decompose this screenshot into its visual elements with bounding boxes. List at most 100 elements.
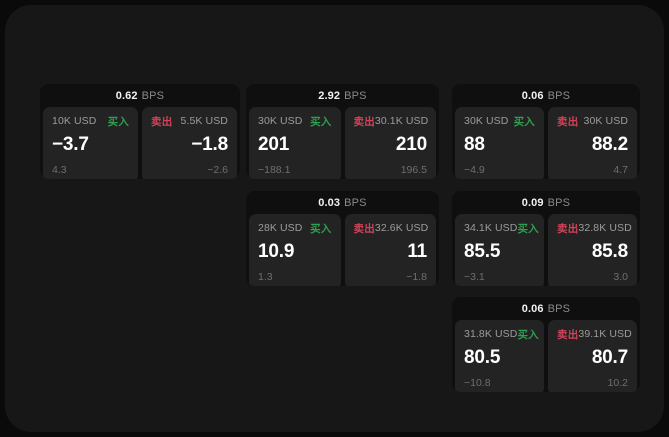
- bps-value: 0.06: [521, 89, 544, 102]
- sell-sub-value: −2.6: [207, 164, 228, 176]
- buy-tag: 买入: [517, 222, 539, 235]
- sell-price: 210: [395, 134, 427, 155]
- sell-tag: 卖出: [557, 115, 579, 128]
- buy-panel-top: 34.1K USD 买入: [464, 221, 539, 235]
- sell-price: 11: [407, 241, 427, 262]
- buy-price: −3.7: [52, 134, 89, 155]
- buy-sub-value: −4.9: [464, 164, 485, 176]
- sell-sub-value: −1.8: [406, 271, 427, 283]
- bps-value: 2.92: [318, 89, 341, 102]
- quote-card[interactable]: 0.06 BPS 30K USD 买入 88 −4.9 卖出 30K USD 88.2 4.7: [452, 84, 640, 179]
- bps-unit-label: BPS: [344, 89, 367, 102]
- buy-price: 88: [464, 134, 485, 155]
- buy-size-label: 28K USD: [258, 222, 303, 234]
- card-header: 0.62 BPS: [40, 84, 240, 107]
- card-header: 0.06 BPS: [452, 84, 640, 107]
- sell-panel[interactable]: 卖出 32.8K USD 85.8 3.0: [548, 214, 637, 286]
- buy-panel[interactable]: 34.1K USD 买入 85.5 −3.1: [455, 214, 544, 286]
- buy-size-label: 10K USD: [52, 115, 97, 127]
- buy-panel[interactable]: 30K USD 买入 201 −188.1: [249, 107, 341, 179]
- card-header: 0.09 BPS: [452, 191, 640, 214]
- buy-sub-value: −10.8: [464, 377, 491, 389]
- quote-card[interactable]: 0.62 BPS 10K USD 买入 −3.7 4.3 卖出 5.5K USD −1.8 −2.…: [40, 84, 240, 179]
- sell-panel-top: 卖出 32.8K USD: [557, 221, 632, 235]
- card-body: 34.1K USD 买入 85.5 −3.1 卖出 32.8K USD 85.8 3.0: [452, 214, 640, 286]
- sell-panel[interactable]: 卖出 30.1K USD 210 196.5: [344, 107, 436, 179]
- sell-tag: 卖出: [557, 328, 579, 341]
- sell-price: 80.7: [591, 347, 628, 368]
- buy-price: 80.5: [464, 347, 501, 368]
- buy-tag: 买入: [107, 115, 129, 128]
- buy-sub-value: 1.3: [258, 271, 273, 283]
- buy-tag: 买入: [513, 115, 535, 128]
- bps-value: 0.09: [521, 196, 544, 209]
- sell-tag: 卖出: [353, 222, 375, 235]
- sell-sub-value: 10.2: [607, 377, 628, 389]
- buy-panel-top: 30K USD 买入: [464, 114, 535, 128]
- buy-size-label: 30K USD: [258, 115, 303, 127]
- quote-card[interactable]: 2.92 BPS 30K USD 买入 201 −188.1 卖出 30.1K USD 210 1…: [246, 84, 439, 179]
- sell-panel[interactable]: 卖出 32.6K USD 11 −1.8: [344, 214, 436, 286]
- sell-panel-top: 卖出 30.1K USD: [353, 114, 429, 128]
- buy-panel-top: 10K USD 买入: [52, 114, 129, 128]
- card-header: 2.92 BPS: [246, 84, 439, 107]
- buy-panel[interactable]: 28K USD 买入 10.9 1.3: [249, 214, 341, 286]
- buy-panel[interactable]: 31.8K USD 买入 80.5 −10.8: [455, 320, 544, 392]
- sell-size-label: 30.1K USD: [374, 115, 429, 127]
- sell-size-label: 30K USD: [583, 115, 628, 127]
- buy-price: 201: [258, 134, 290, 155]
- sell-tag: 卖出: [353, 115, 375, 128]
- card-body: 30K USD 买入 201 −188.1 卖出 30.1K USD 210 196.5: [246, 107, 439, 179]
- buy-sub-value: −188.1: [258, 164, 291, 176]
- sell-price: 85.8: [591, 241, 628, 262]
- buy-size-label: 34.1K USD: [464, 222, 518, 234]
- sell-size-label: 39.1K USD: [578, 328, 632, 340]
- sell-panel-top: 卖出 39.1K USD: [557, 327, 632, 341]
- buy-panel-top: 28K USD 买入: [258, 221, 332, 235]
- sell-panel-top: 卖出 5.5K USD: [151, 114, 228, 128]
- sell-panel[interactable]: 卖出 39.1K USD 80.7 10.2: [548, 320, 637, 392]
- card-body: 10K USD 买入 −3.7 4.3 卖出 5.5K USD −1.8 −2.6: [40, 107, 240, 179]
- quote-board-container: 0.62 BPS 10K USD 买入 −3.7 4.3 卖出 5.5K USD −1.8 −2.…: [5, 5, 664, 432]
- sell-sub-value: 4.7: [613, 164, 628, 176]
- sell-tag: 卖出: [557, 222, 579, 235]
- sell-panel[interactable]: 卖出 30K USD 88.2 4.7: [548, 107, 637, 179]
- buy-tag: 买入: [517, 328, 539, 341]
- bps-unit-label: BPS: [141, 89, 165, 102]
- card-body: 31.8K USD 买入 80.5 −10.8 卖出 39.1K USD 80.7 10.2: [452, 320, 640, 392]
- card-header: 0.06 BPS: [452, 297, 640, 320]
- sell-sub-value: 196.5: [400, 164, 427, 176]
- quote-card[interactable]: 0.03 BPS 28K USD 买入 10.9 1.3 卖出 32.6K USD 11 −1.8: [246, 191, 439, 286]
- buy-panel-top: 30K USD 买入: [258, 114, 332, 128]
- sell-size-label: 5.5K USD: [180, 115, 228, 127]
- buy-panel[interactable]: 30K USD 买入 88 −4.9: [455, 107, 544, 179]
- card-body: 28K USD 买入 10.9 1.3 卖出 32.6K USD 11 −1.8: [246, 214, 439, 286]
- bps-value: 0.03: [318, 196, 341, 209]
- buy-panel[interactable]: 10K USD 买入 −3.7 4.3: [43, 107, 138, 179]
- buy-panel-top: 31.8K USD 买入: [464, 327, 539, 341]
- bps-value: 0.62: [115, 89, 138, 102]
- buy-price: 85.5: [464, 241, 501, 262]
- bps-unit-label: BPS: [344, 196, 367, 209]
- bps-unit-label: BPS: [547, 89, 571, 102]
- sell-panel[interactable]: 卖出 5.5K USD −1.8 −2.6: [142, 107, 237, 179]
- sell-panel-top: 卖出 30K USD: [557, 114, 628, 128]
- buy-size-label: 30K USD: [464, 115, 509, 127]
- bps-unit-label: BPS: [547, 302, 571, 315]
- card-body: 30K USD 买入 88 −4.9 卖出 30K USD 88.2 4.7: [452, 107, 640, 179]
- card-header: 0.03 BPS: [246, 191, 439, 214]
- quote-card[interactable]: 0.06 BPS 31.8K USD 买入 80.5 −10.8 卖出 39.1K USD 80…: [452, 297, 640, 392]
- buy-size-label: 31.8K USD: [464, 328, 518, 340]
- sell-price: 88.2: [591, 134, 628, 155]
- sell-price: −1.8: [191, 134, 228, 155]
- sell-size-label: 32.6K USD: [374, 222, 429, 234]
- buy-price: 10.9: [258, 241, 295, 262]
- sell-tag: 卖出: [151, 115, 173, 128]
- sell-sub-value: 3.0: [613, 271, 628, 283]
- buy-tag: 买入: [310, 222, 332, 235]
- sell-size-label: 32.8K USD: [578, 222, 632, 234]
- bps-value: 0.06: [521, 302, 544, 315]
- buy-sub-value: 4.3: [52, 164, 67, 176]
- sell-panel-top: 卖出 32.6K USD: [353, 221, 429, 235]
- quote-card[interactable]: 0.09 BPS 34.1K USD 买入 85.5 −3.1 卖出 32.8K USD 85.…: [452, 191, 640, 286]
